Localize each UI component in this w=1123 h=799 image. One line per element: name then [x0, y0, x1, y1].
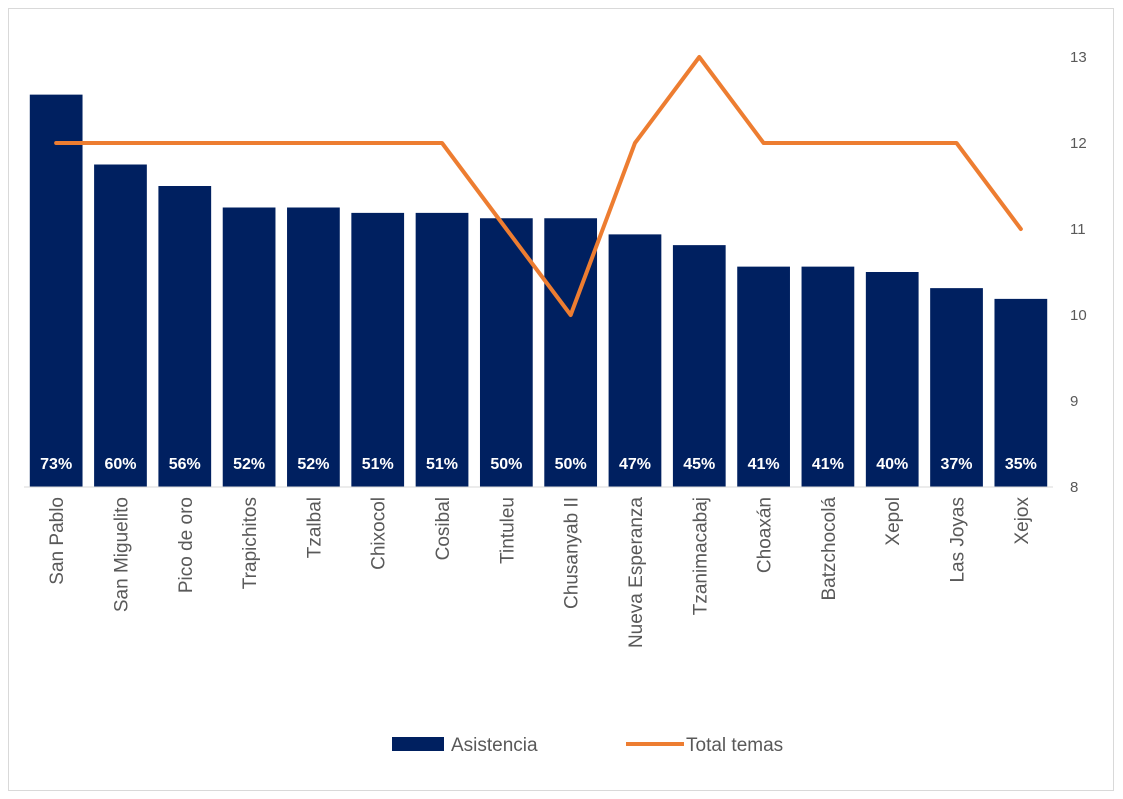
data-label-8: 50%	[555, 456, 587, 473]
data-label-2: 56%	[169, 456, 201, 473]
category-label-15: Xejox	[1012, 497, 1033, 545]
legend-label-bar: Asistencia	[451, 735, 538, 756]
category-label-10: Tzanimacabaj	[690, 497, 711, 615]
category-label-11: Choaxán	[755, 497, 776, 573]
data-label-12: 41%	[812, 456, 844, 473]
data-labels: 73% 60% 56% 52% 52% 51% 51% 50% 50% 47% 45% 41% 41% 4…	[40, 456, 1037, 473]
category-label-5: Chixocol	[369, 497, 390, 570]
bar-7	[479, 218, 533, 487]
category-label-4: Tzalbal	[304, 497, 325, 558]
secondary-tick-4: 12	[1070, 135, 1087, 152]
category-label-13: Xepol	[883, 497, 904, 546]
data-label-9: 47%	[619, 456, 651, 473]
bar-15	[994, 298, 1048, 488]
bar-12	[801, 266, 855, 488]
bar-series	[29, 94, 1048, 488]
bar-5	[351, 212, 405, 488]
data-label-11: 41%	[748, 456, 780, 473]
secondary-tick-3: 11	[1070, 221, 1086, 238]
data-label-4: 52%	[297, 456, 329, 473]
line-series	[54, 55, 1023, 317]
secondary-tick-5: 13	[1070, 49, 1087, 66]
data-label-13: 40%	[876, 456, 908, 473]
data-label-10: 45%	[683, 456, 715, 473]
legend: Asistencia Total temas	[392, 735, 783, 756]
category-label-8: Chusanyab II	[562, 497, 583, 609]
data-label-5: 51%	[362, 456, 394, 473]
category-label-3: Trapichitos	[240, 497, 261, 589]
secondary-tick-2: 10	[1070, 307, 1087, 324]
bar-11	[737, 266, 790, 488]
secondary-tick-1: 9	[1070, 393, 1078, 410]
bar-4	[287, 207, 340, 487]
category-label-7: Tintuleu	[497, 497, 518, 564]
category-labels: San Pablo San Miguelito Pico de oro Trapich…	[47, 497, 1033, 649]
secondary-axis-ticks: 8 9 10 11 12 13	[1070, 49, 1087, 496]
bar-2	[158, 186, 212, 487]
bar-14	[930, 288, 983, 488]
bar-6	[415, 212, 469, 488]
bar-10	[672, 245, 726, 488]
bar-13	[865, 272, 919, 487]
legend-swatch-bar	[392, 737, 444, 751]
data-label-0: 73%	[40, 456, 72, 473]
data-label-6: 51%	[426, 456, 458, 473]
category-label-9: Nueva Esperanza	[626, 497, 647, 648]
data-label-14: 37%	[941, 456, 973, 473]
category-label-0: San Pablo	[47, 497, 68, 585]
data-label-3: 52%	[233, 456, 265, 473]
data-label-7: 50%	[490, 456, 522, 473]
bar-1	[94, 164, 147, 487]
data-label-1: 60%	[104, 456, 136, 473]
category-label-1: San Miguelito	[111, 497, 132, 612]
bar-0	[29, 94, 83, 488]
bar-9	[608, 234, 662, 487]
category-label-2: Pico de oro	[176, 497, 197, 593]
bar-8	[544, 218, 598, 487]
bar-3	[222, 207, 276, 487]
secondary-tick-0: 8	[1070, 479, 1078, 496]
category-label-6: Cosibal	[433, 497, 454, 560]
data-label-15: 35%	[1005, 456, 1037, 473]
legend-label-line: Total temas	[686, 735, 783, 756]
category-label-12: Batzchocolá	[819, 497, 840, 601]
category-label-14: Las Joyas	[948, 497, 969, 583]
